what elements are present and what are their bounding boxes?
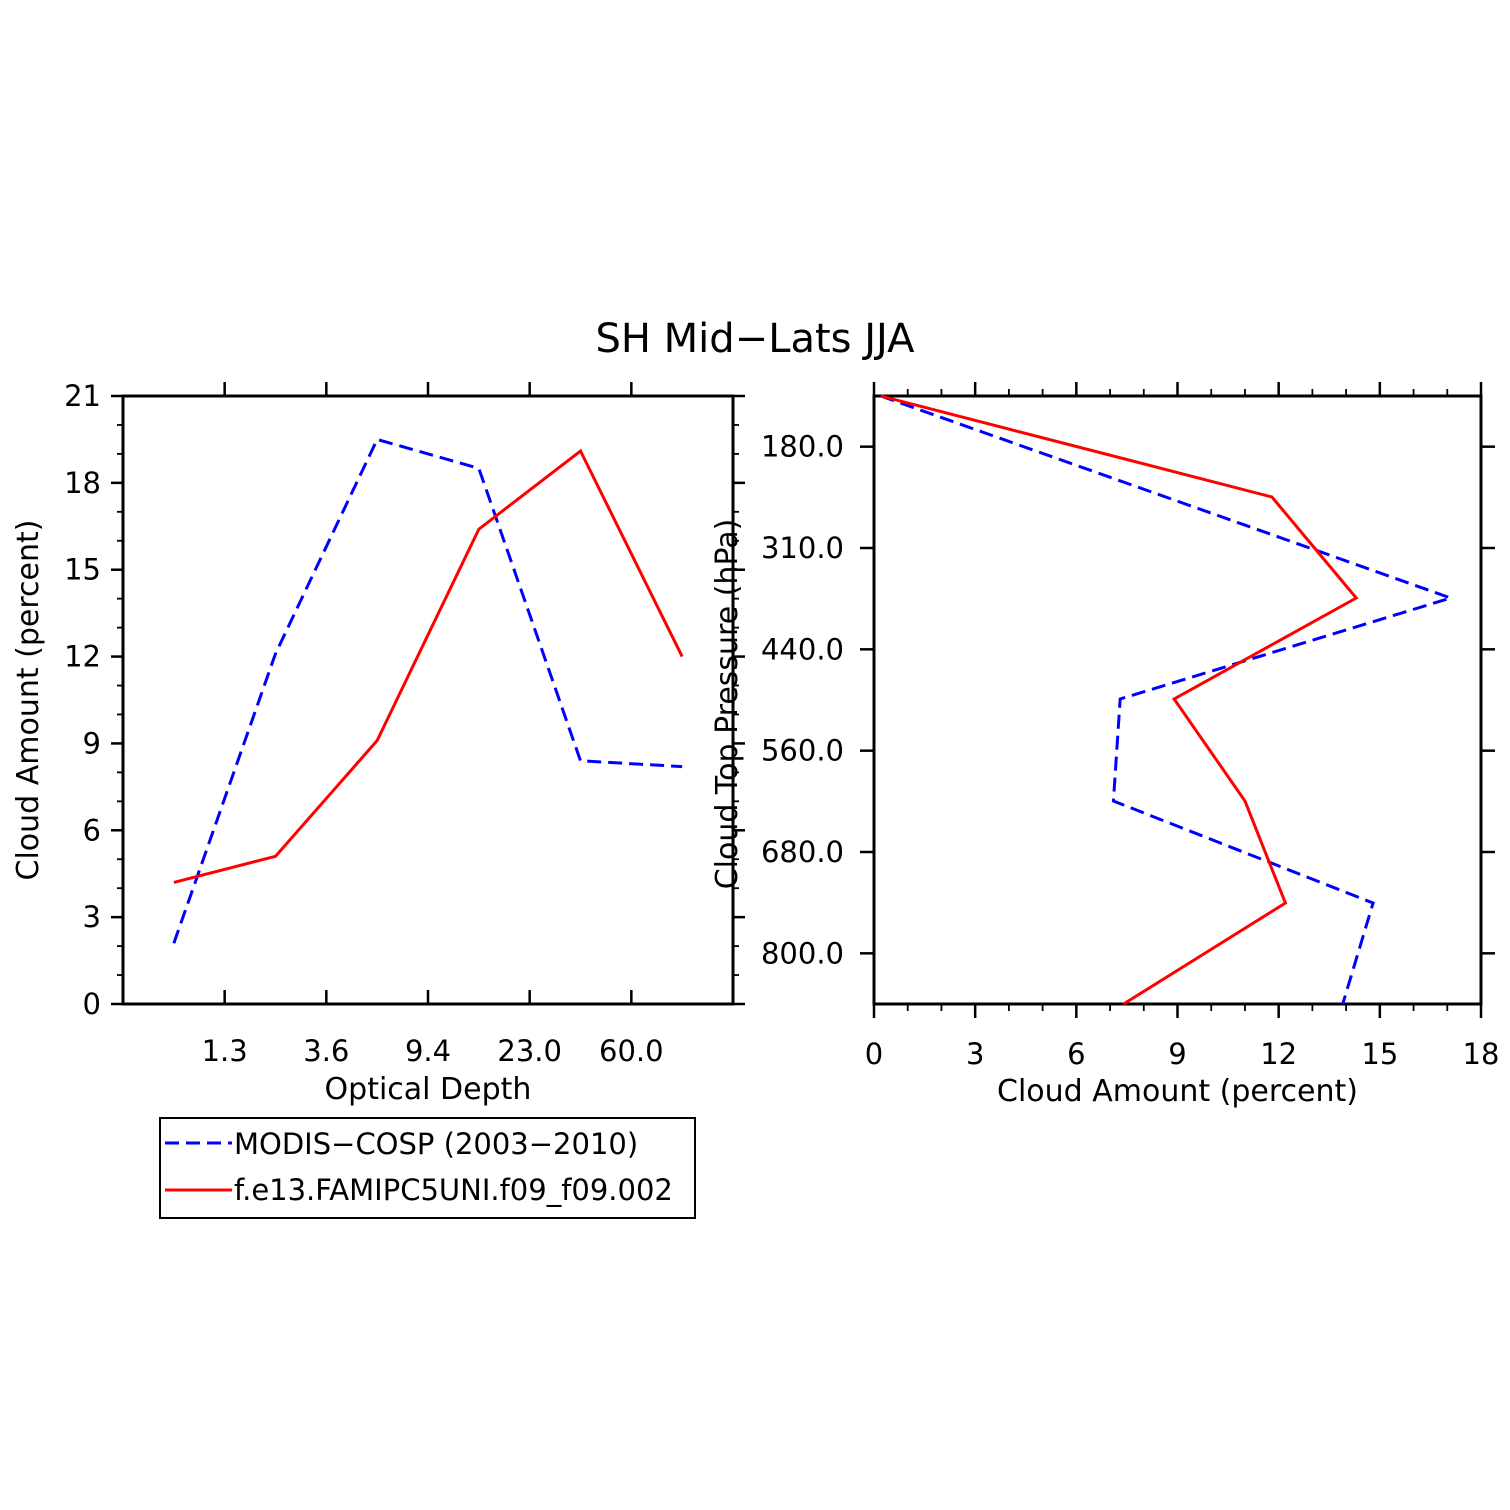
x-tick-label: 15 — [1361, 1037, 1398, 1071]
x-axis-label: Cloud Amount (percent) — [997, 1074, 1358, 1109]
x-axis-label: Optical Depth — [325, 1072, 532, 1107]
y-tick-label: 180.0 — [761, 430, 844, 464]
y-tick-label: 560.0 — [761, 734, 844, 768]
model-series-line — [173, 448, 684, 884]
legend: MODIS−COSP (2003−2010) f.e13.FAMIPC5UNI.… — [159, 1117, 696, 1219]
y-axis-label: Cloud Amount (percent) — [11, 520, 46, 881]
optical-depth-panel: 0 3 6 9 12 15 18 21 1.3 3.6 9.4 23.0 60.0 Optical Dep… — [11, 379, 745, 1107]
x-tick-label: 0 — [865, 1037, 883, 1071]
x-tick-label: 1.3 — [202, 1034, 248, 1068]
legend-model-label: f.e13.FAMIPC5UNI.f09_f09.002 — [234, 1173, 673, 1207]
x-tick-label: 3 — [966, 1037, 984, 1071]
y-tick-label: 15 — [64, 553, 101, 587]
plot-frame — [121, 394, 735, 1006]
y-tick-label: 800.0 — [761, 936, 844, 970]
x-tick-label: 3.6 — [303, 1034, 349, 1068]
y-tick-label: 310.0 — [761, 531, 844, 565]
x-tick-label: 60.0 — [599, 1034, 664, 1068]
legend-box — [159, 1117, 696, 1219]
y-tick-label: 21 — [64, 379, 101, 413]
y-tick-label: 18 — [64, 466, 101, 500]
x-tick-label: 12 — [1260, 1037, 1297, 1071]
figure-title: SH Mid−Lats JJA — [595, 316, 915, 362]
x-tick-label: 6 — [1067, 1037, 1085, 1071]
y-tick-label: 680.0 — [761, 835, 844, 869]
model-series-line — [880, 394, 1359, 1006]
plot-frame — [872, 394, 1483, 1006]
y-axis-label: Cloud Top Pressure (hPa) — [710, 519, 745, 890]
obs-series-line — [880, 394, 1456, 1005]
x-tick-label: 23.0 — [497, 1034, 562, 1068]
obs-series-line — [172, 437, 683, 944]
y-tick-label: 3 — [83, 900, 101, 934]
y-tick-label: 440.0 — [761, 632, 844, 666]
legend-obs-label: MODIS−COSP (2003−2010) — [234, 1127, 638, 1161]
y-tick-label: 9 — [83, 726, 101, 760]
y-tick-label: 0 — [83, 987, 101, 1021]
y-tick-label: 12 — [64, 640, 101, 674]
x-tick-label: 9.4 — [405, 1034, 451, 1068]
x-tick-label: 9 — [1168, 1037, 1186, 1071]
y-tick-label: 6 — [83, 813, 101, 847]
pressure-panel: 0 3 6 9 12 15 18 180.0 310.0 440.0 560.0 680.0 800.0… — [710, 382, 1499, 1109]
x-tick-label: 18 — [1463, 1037, 1500, 1071]
